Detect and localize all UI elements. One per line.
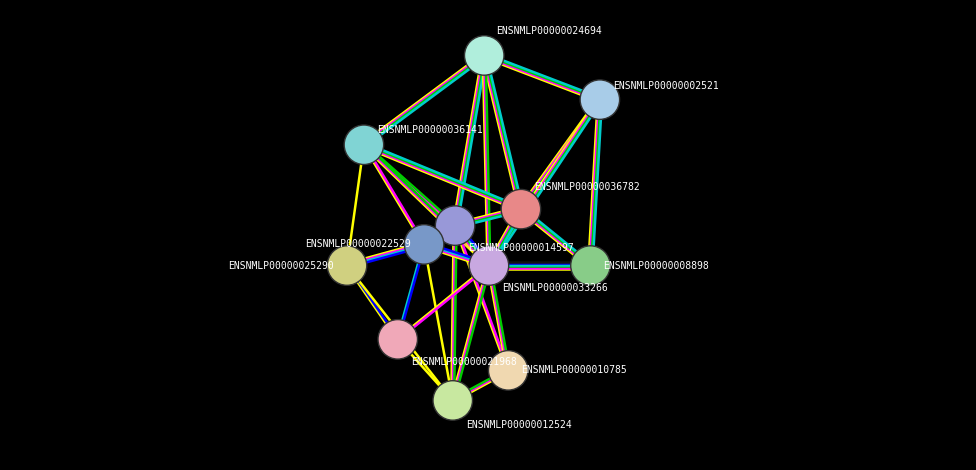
- Text: ENSNMLP00000002521: ENSNMLP00000002521: [613, 81, 718, 92]
- Text: ENSNMLP00000012524: ENSNMLP00000012524: [466, 420, 572, 430]
- Circle shape: [404, 225, 444, 264]
- Circle shape: [435, 206, 475, 245]
- Circle shape: [501, 189, 541, 229]
- Circle shape: [580, 80, 620, 119]
- Circle shape: [469, 246, 508, 285]
- Circle shape: [433, 381, 472, 420]
- Text: ENSNMLP00000025290: ENSNMLP00000025290: [228, 260, 334, 271]
- Text: ENSNMLP00000036782: ENSNMLP00000036782: [534, 181, 640, 192]
- Text: ENSNMLP00000036141: ENSNMLP00000036141: [377, 125, 483, 135]
- Circle shape: [378, 320, 418, 359]
- Circle shape: [465, 36, 504, 75]
- Circle shape: [345, 125, 384, 164]
- Text: ENSNMLP00000014597: ENSNMLP00000014597: [468, 243, 574, 253]
- Text: ENSNMLP00000033266: ENSNMLP00000033266: [502, 283, 608, 293]
- Text: ENSNMLP00000022529: ENSNMLP00000022529: [305, 239, 411, 250]
- Text: ENSNMLP00000024694: ENSNMLP00000024694: [496, 26, 602, 36]
- Circle shape: [488, 351, 528, 390]
- Circle shape: [571, 246, 610, 285]
- Text: ENSNMLP00000010785: ENSNMLP00000010785: [521, 365, 628, 376]
- Text: ENSNMLP00000008898: ENSNMLP00000008898: [603, 260, 710, 271]
- Circle shape: [327, 246, 367, 285]
- Text: ENSNMLP00000021968: ENSNMLP00000021968: [411, 357, 516, 367]
